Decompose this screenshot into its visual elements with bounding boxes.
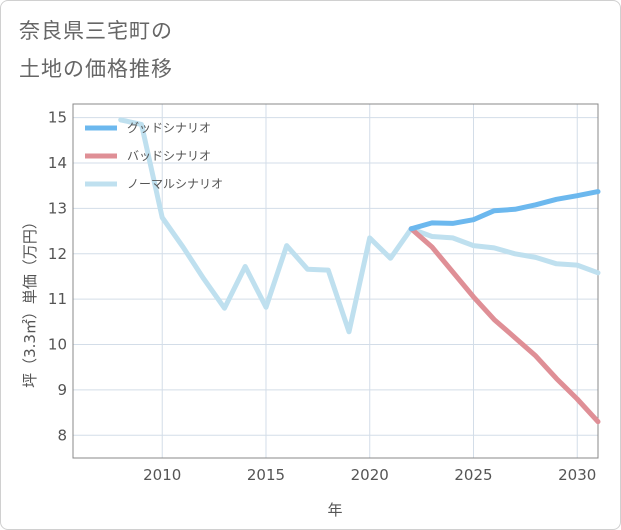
y-tick-labels: 8 9 10 11 12 13 14 15: [48, 109, 67, 445]
series-lines: [118, 117, 601, 425]
y-tick-label: 11: [48, 290, 67, 308]
x-tick-labels: 2010 2015 2020 2025 2030: [143, 466, 596, 484]
y-tick-label: 8: [57, 426, 67, 444]
grid-lines: [73, 104, 598, 458]
y-tick-label: 12: [48, 245, 67, 263]
x-tick-label: 2010: [143, 466, 181, 484]
legend-label: バッドシナリオ: [127, 149, 211, 163]
y-tick-label: 14: [48, 154, 67, 172]
y-tick-label: 15: [48, 109, 67, 127]
x-axis-title: 年: [327, 501, 342, 519]
y-axis-title: 坪（3.3㎡）単価（万円）: [21, 214, 39, 388]
chart-title-line-1: 奈良県三宅町の: [19, 19, 173, 43]
series-line: [408, 189, 601, 232]
legend-label: ノーマルシナリオ: [127, 177, 223, 191]
y-tick-label: 9: [57, 381, 67, 399]
x-tick-label: 2025: [454, 466, 492, 484]
y-tick-label: 13: [48, 199, 67, 217]
x-tick-label: 2015: [247, 466, 285, 484]
x-tick-label: 2020: [351, 466, 389, 484]
series-line: [118, 117, 601, 335]
legend-label: グッドシナリオ: [127, 121, 211, 135]
series-line: [408, 226, 601, 425]
y-tick-label: 10: [48, 336, 67, 354]
chart-title-line-2: 土地の価格推移: [19, 57, 173, 81]
x-tick-label: 2030: [558, 466, 596, 484]
plot-frame: [72, 103, 599, 459]
